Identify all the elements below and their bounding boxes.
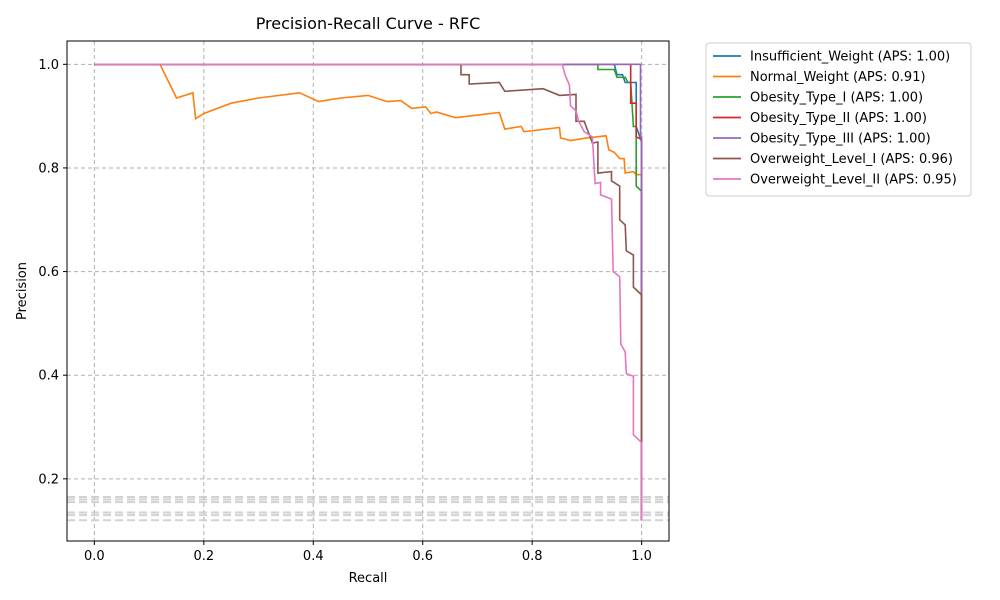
baseline-lines — [67, 495, 669, 522]
legend-label: Overweight_Level_I (APS: 0.96) — [750, 152, 953, 167]
x-tick-label: 0.4 — [303, 549, 324, 564]
series-lines — [94, 63, 643, 521]
series-line-1 — [94, 63, 643, 521]
plot-frame — [66, 40, 670, 542]
x-tick-label: 0.6 — [412, 549, 433, 564]
x-tick-label: 0.0 — [84, 549, 105, 564]
y-axis-label: Precision — [15, 262, 30, 320]
y-tick-label: 0.8 — [38, 161, 59, 176]
chart-title: Precision-Recall Curve - RFC — [256, 14, 481, 33]
x-tick-label: 1.0 — [631, 549, 652, 564]
series-line-6 — [94, 63, 643, 521]
x-tick-label: 0.8 — [522, 549, 543, 564]
series-line-2 — [94, 63, 643, 521]
grid — [67, 41, 669, 541]
legend-label: Insufficient_Weight (APS: 1.00) — [750, 50, 950, 65]
legend-label: Obesity_Type_I (APS: 1.00) — [750, 91, 923, 106]
legend-label: Obesity_Type_III (APS: 1.00) — [750, 132, 931, 147]
y-tick-label: 0.2 — [38, 472, 59, 487]
y-tick-label: 1.0 — [38, 58, 59, 73]
axis-ticks: 0.0 0.2 0.4 0.6 0.8 1.0 0.2 0.4 0.6 0.8 1.0 — [38, 58, 652, 564]
legend-label: Normal_Weight (APS: 0.91) — [750, 70, 926, 85]
y-tick-label: 0.4 — [38, 369, 59, 384]
legend-box — [705, 42, 972, 197]
legend-label: Obesity_Type_II (APS: 1.00) — [750, 111, 927, 126]
legend: Insufficient_Weight (APS: 1.00) Normal_We… — [705, 42, 972, 197]
x-tick-label: 0.2 — [193, 549, 214, 564]
y-tick-label: 0.6 — [38, 265, 59, 280]
x-axis-label: Recall — [349, 571, 388, 586]
legend-label: Overweight_Level_II (APS: 0.95) — [750, 173, 957, 188]
